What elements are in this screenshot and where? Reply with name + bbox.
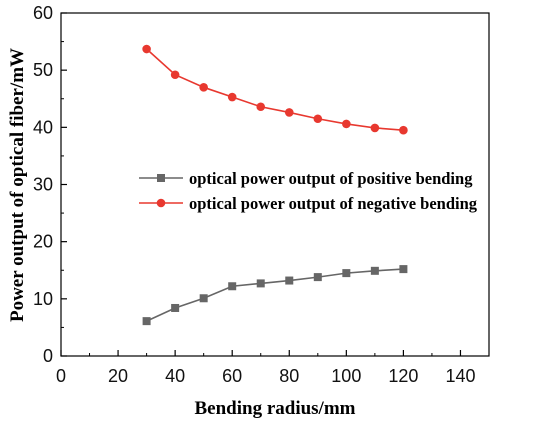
y-tick-label: 40 xyxy=(33,117,53,137)
legend-marker xyxy=(156,198,166,208)
x-tick-label: 20 xyxy=(108,366,128,386)
data-point xyxy=(256,102,266,112)
x-tick-label: 40 xyxy=(165,366,185,386)
y-tick-label: 20 xyxy=(33,232,53,252)
data-point xyxy=(199,294,208,303)
data-point xyxy=(285,276,294,285)
data-point xyxy=(170,70,180,80)
series-line-1 xyxy=(146,268,404,322)
data-point xyxy=(399,265,408,274)
y-axis-ticks: 0 10 20 30 40 50 60 xyxy=(33,3,67,366)
data-point xyxy=(370,123,380,133)
y-tick-label: 50 xyxy=(33,60,53,80)
data-point xyxy=(399,125,408,135)
data-point xyxy=(313,114,323,124)
y-tick-label: 30 xyxy=(33,175,53,195)
x-axis-title: Bending radius/mm xyxy=(194,398,355,419)
y-axis-title: Power output of optical fiber/mW xyxy=(7,48,28,322)
data-point xyxy=(228,282,237,291)
x-tick-label: 0 xyxy=(56,366,66,386)
legend-label: optical power output of positive bending xyxy=(189,169,473,188)
data-point xyxy=(142,317,151,326)
data-point xyxy=(171,303,180,312)
data-point xyxy=(284,108,294,117)
data-point xyxy=(199,83,208,92)
data-point xyxy=(313,273,322,282)
y-tick-label: 60 xyxy=(33,3,53,23)
data-point xyxy=(256,279,265,288)
series-line-2 xyxy=(146,48,404,131)
data-point xyxy=(342,269,351,278)
x-axis-ticks: 0 20 40 60 80 100 120 140 xyxy=(56,350,490,386)
y-tick-label: 10 xyxy=(33,289,53,309)
legend-marker xyxy=(157,174,165,182)
data-marks xyxy=(142,44,408,326)
x-tick-label: 100 xyxy=(331,366,361,386)
legend-label: optical power output of negative bending xyxy=(189,194,478,213)
data-point xyxy=(342,119,351,129)
x-tick-label: 80 xyxy=(279,366,299,386)
x-tick-label: 120 xyxy=(388,366,418,386)
data-point xyxy=(142,44,151,54)
y-tick-label: 0 xyxy=(43,346,53,366)
data-point xyxy=(370,266,379,275)
legend: optical power output of positive bending… xyxy=(139,169,478,213)
x-tick-label: 140 xyxy=(445,366,475,386)
data-point xyxy=(227,92,237,102)
x-tick-label: 60 xyxy=(222,366,242,386)
